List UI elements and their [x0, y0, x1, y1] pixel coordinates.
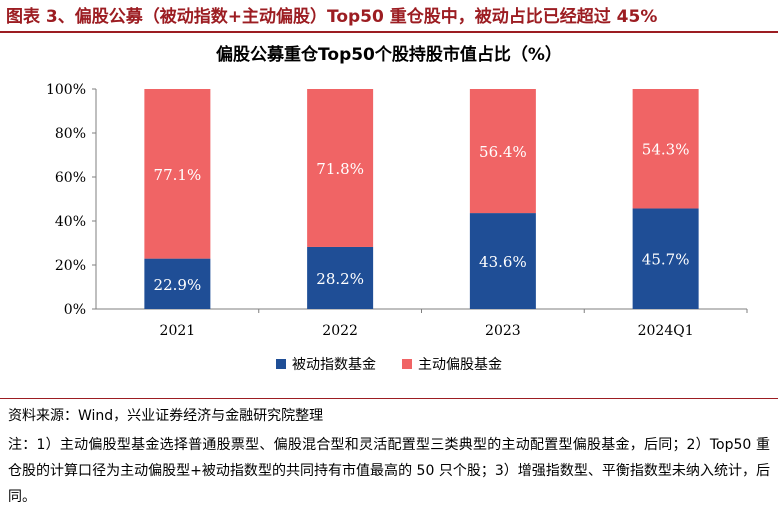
- note-text: 注：1）主动偏股型基金选择普通股票型、偏股混合型和灵活配置型三类典型的主动配置型…: [8, 437, 770, 505]
- legend-label-active: 主动偏股基金: [418, 357, 502, 373]
- bar-active: [632, 89, 699, 209]
- bar-active: [307, 89, 374, 247]
- x-tick-label: 2024Q1: [638, 323, 694, 339]
- figure-title: 图表 3、偏股公募（被动指数+主动偏股）Top50 重仓股中，被动占比已经超过 …: [6, 7, 658, 27]
- x-tick-label: 2022: [322, 323, 358, 339]
- data-label: 56.4%: [479, 143, 527, 161]
- y-tick-label: 100%: [46, 82, 86, 98]
- bar-passive: [144, 258, 211, 309]
- data-label: 43.6%: [479, 253, 527, 271]
- stacked-bar-chart: 0% 20% 40% 60% 80% 100% 22.9% 77.1% 2021 28.2% 71.…: [46, 82, 748, 339]
- legend-swatch-passive: [276, 359, 286, 369]
- y-tick-label: 80%: [55, 126, 86, 142]
- footer-rule: [0, 398, 778, 399]
- x-tick-label: 2021: [160, 323, 196, 339]
- bar-passive: [632, 208, 699, 309]
- data-label: 77.1%: [154, 166, 202, 184]
- source-text: 资料来源：Wind，兴业证券经济与金融研究院整理: [8, 408, 324, 424]
- data-label: 22.9%: [154, 276, 202, 294]
- bar-active: [144, 89, 211, 259]
- bar-active: [469, 89, 536, 214]
- data-label: 28.2%: [316, 270, 364, 288]
- data-label: 54.3%: [642, 141, 690, 159]
- chart-title: 偏股公募重仓Top50个股持股市值占比（%）: [216, 45, 562, 65]
- legend-item-active: 主动偏股基金: [402, 354, 502, 374]
- bar-passive: [307, 246, 374, 309]
- data-label: 71.8%: [316, 160, 364, 178]
- data-label: 45.7%: [642, 251, 690, 269]
- y-tick-label: 20%: [55, 258, 86, 274]
- bar-passive: [469, 213, 536, 309]
- title-rule: [0, 31, 778, 33]
- chart-legend: 被动指数基金 主动偏股基金: [0, 354, 778, 374]
- y-tick-label: 40%: [55, 214, 86, 230]
- legend-item-passive: 被动指数基金: [276, 354, 376, 374]
- legend-label-passive: 被动指数基金: [292, 357, 376, 373]
- legend-swatch-active: [402, 359, 412, 369]
- y-tick-label: 0%: [64, 302, 86, 318]
- y-tick-label: 60%: [55, 170, 86, 186]
- x-tick-label: 2023: [485, 323, 521, 339]
